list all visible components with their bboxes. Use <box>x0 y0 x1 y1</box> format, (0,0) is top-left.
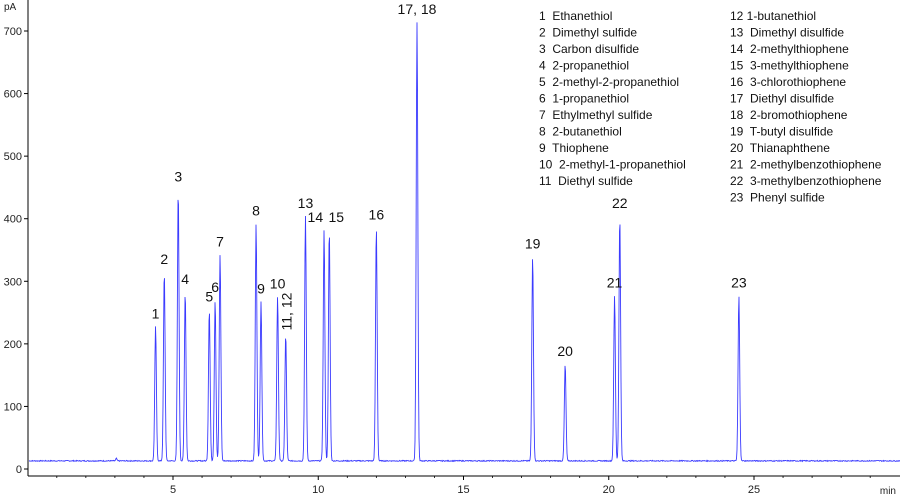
x-tick-label: 10 <box>312 484 324 496</box>
peak-label: 15 <box>328 209 344 225</box>
y-tick-label: 300 <box>4 276 22 288</box>
y-tick-label: 0 <box>16 464 22 476</box>
peak-label: 7 <box>216 233 224 249</box>
legend-entry: 5 2-methyl-2-propanethiol <box>539 75 679 89</box>
peak-label: 22 <box>612 195 628 211</box>
peak-label: 8 <box>252 203 260 219</box>
peak-label: 14 <box>308 209 324 225</box>
peak-label: 23 <box>731 275 747 291</box>
peak-label: 20 <box>557 343 573 359</box>
legend-entry: 14 2-methylthiophene <box>730 42 849 56</box>
legend-entry: 8 2-butanethiol <box>539 125 622 139</box>
y-tick-label: 600 <box>4 89 22 101</box>
legend-entry: 9 Thiophene <box>539 141 609 155</box>
legend-entry: 20 Thianaphthene <box>730 141 830 155</box>
legend-entry: 10 2-methyl-1-propanethiol <box>539 158 686 172</box>
peak-label: 9 <box>257 280 265 296</box>
y-tick-label: 200 <box>4 339 22 351</box>
legend-entry: 3 Carbon disulfide <box>539 42 639 56</box>
peak-label: 11, 12 <box>279 292 295 330</box>
peak-label: 21 <box>607 275 623 291</box>
legend-entry: 16 3-chlorothiophene <box>730 75 846 89</box>
peak-label: 2 <box>160 251 168 267</box>
peak-label: 17, 18 <box>398 1 437 17</box>
peak-label: 19 <box>525 235 541 251</box>
legend-entry: 17 Diethyl disulfide <box>730 92 834 106</box>
peak-label: 4 <box>181 271 189 287</box>
peak-label: 3 <box>174 168 182 184</box>
peak-label: 5 <box>205 288 213 304</box>
legend-entry: 1 Ethanethiol <box>539 9 612 23</box>
legend-entry: 11 Diethyl sulfide <box>539 174 633 188</box>
legend-entry: 4 2-propanethiol <box>539 59 629 73</box>
legend-entry: 15 3-methylthiophene <box>730 59 849 73</box>
legend-entry: 21 2-methylbenzothiophene <box>730 158 882 172</box>
x-axis-unit: min <box>880 486 896 497</box>
y-tick-label: 700 <box>4 26 22 38</box>
legend: 1 Ethanethiol 2 Dimethyl sulfide 3 Carbon … <box>539 9 882 205</box>
peak-label: 1 <box>152 305 160 321</box>
legend-entry: 23 Phenyl sulfide <box>730 191 825 205</box>
x-tick-label: 20 <box>603 484 615 496</box>
legend-entry: 12 1-butanethiol <box>730 9 816 23</box>
peak-label: 10 <box>270 275 286 291</box>
y-tick-label: 100 <box>4 401 22 413</box>
x-tick-label: 25 <box>748 484 760 496</box>
trace-layer <box>28 22 900 463</box>
legend-entry: 7 Ethylmethyl sulfide <box>539 108 653 122</box>
peak-label: 16 <box>369 206 385 222</box>
peak-label: 6 <box>211 279 219 295</box>
legend-entry: 6 1-propanethiol <box>539 92 629 106</box>
y-tick-label: 400 <box>4 214 22 226</box>
legend-entry: 13 Dimethyl disulfide <box>730 26 844 40</box>
x-tick-label: 5 <box>170 484 176 496</box>
chromatogram-trace <box>28 22 900 463</box>
legend-entry: 19 T-butyl disulfide <box>730 125 833 139</box>
x-tick-label: 15 <box>457 484 469 496</box>
y-tick-label: 500 <box>4 151 22 163</box>
legend-entry: 2 Dimethyl sulfide <box>539 26 637 40</box>
legend-entry: 22 3-methylbenzothiophene <box>730 174 882 188</box>
peak-label: 13 <box>298 195 314 211</box>
legend-entry: 18 2-bromothiophene <box>730 108 848 122</box>
y-axis-unit: pA <box>4 2 17 13</box>
